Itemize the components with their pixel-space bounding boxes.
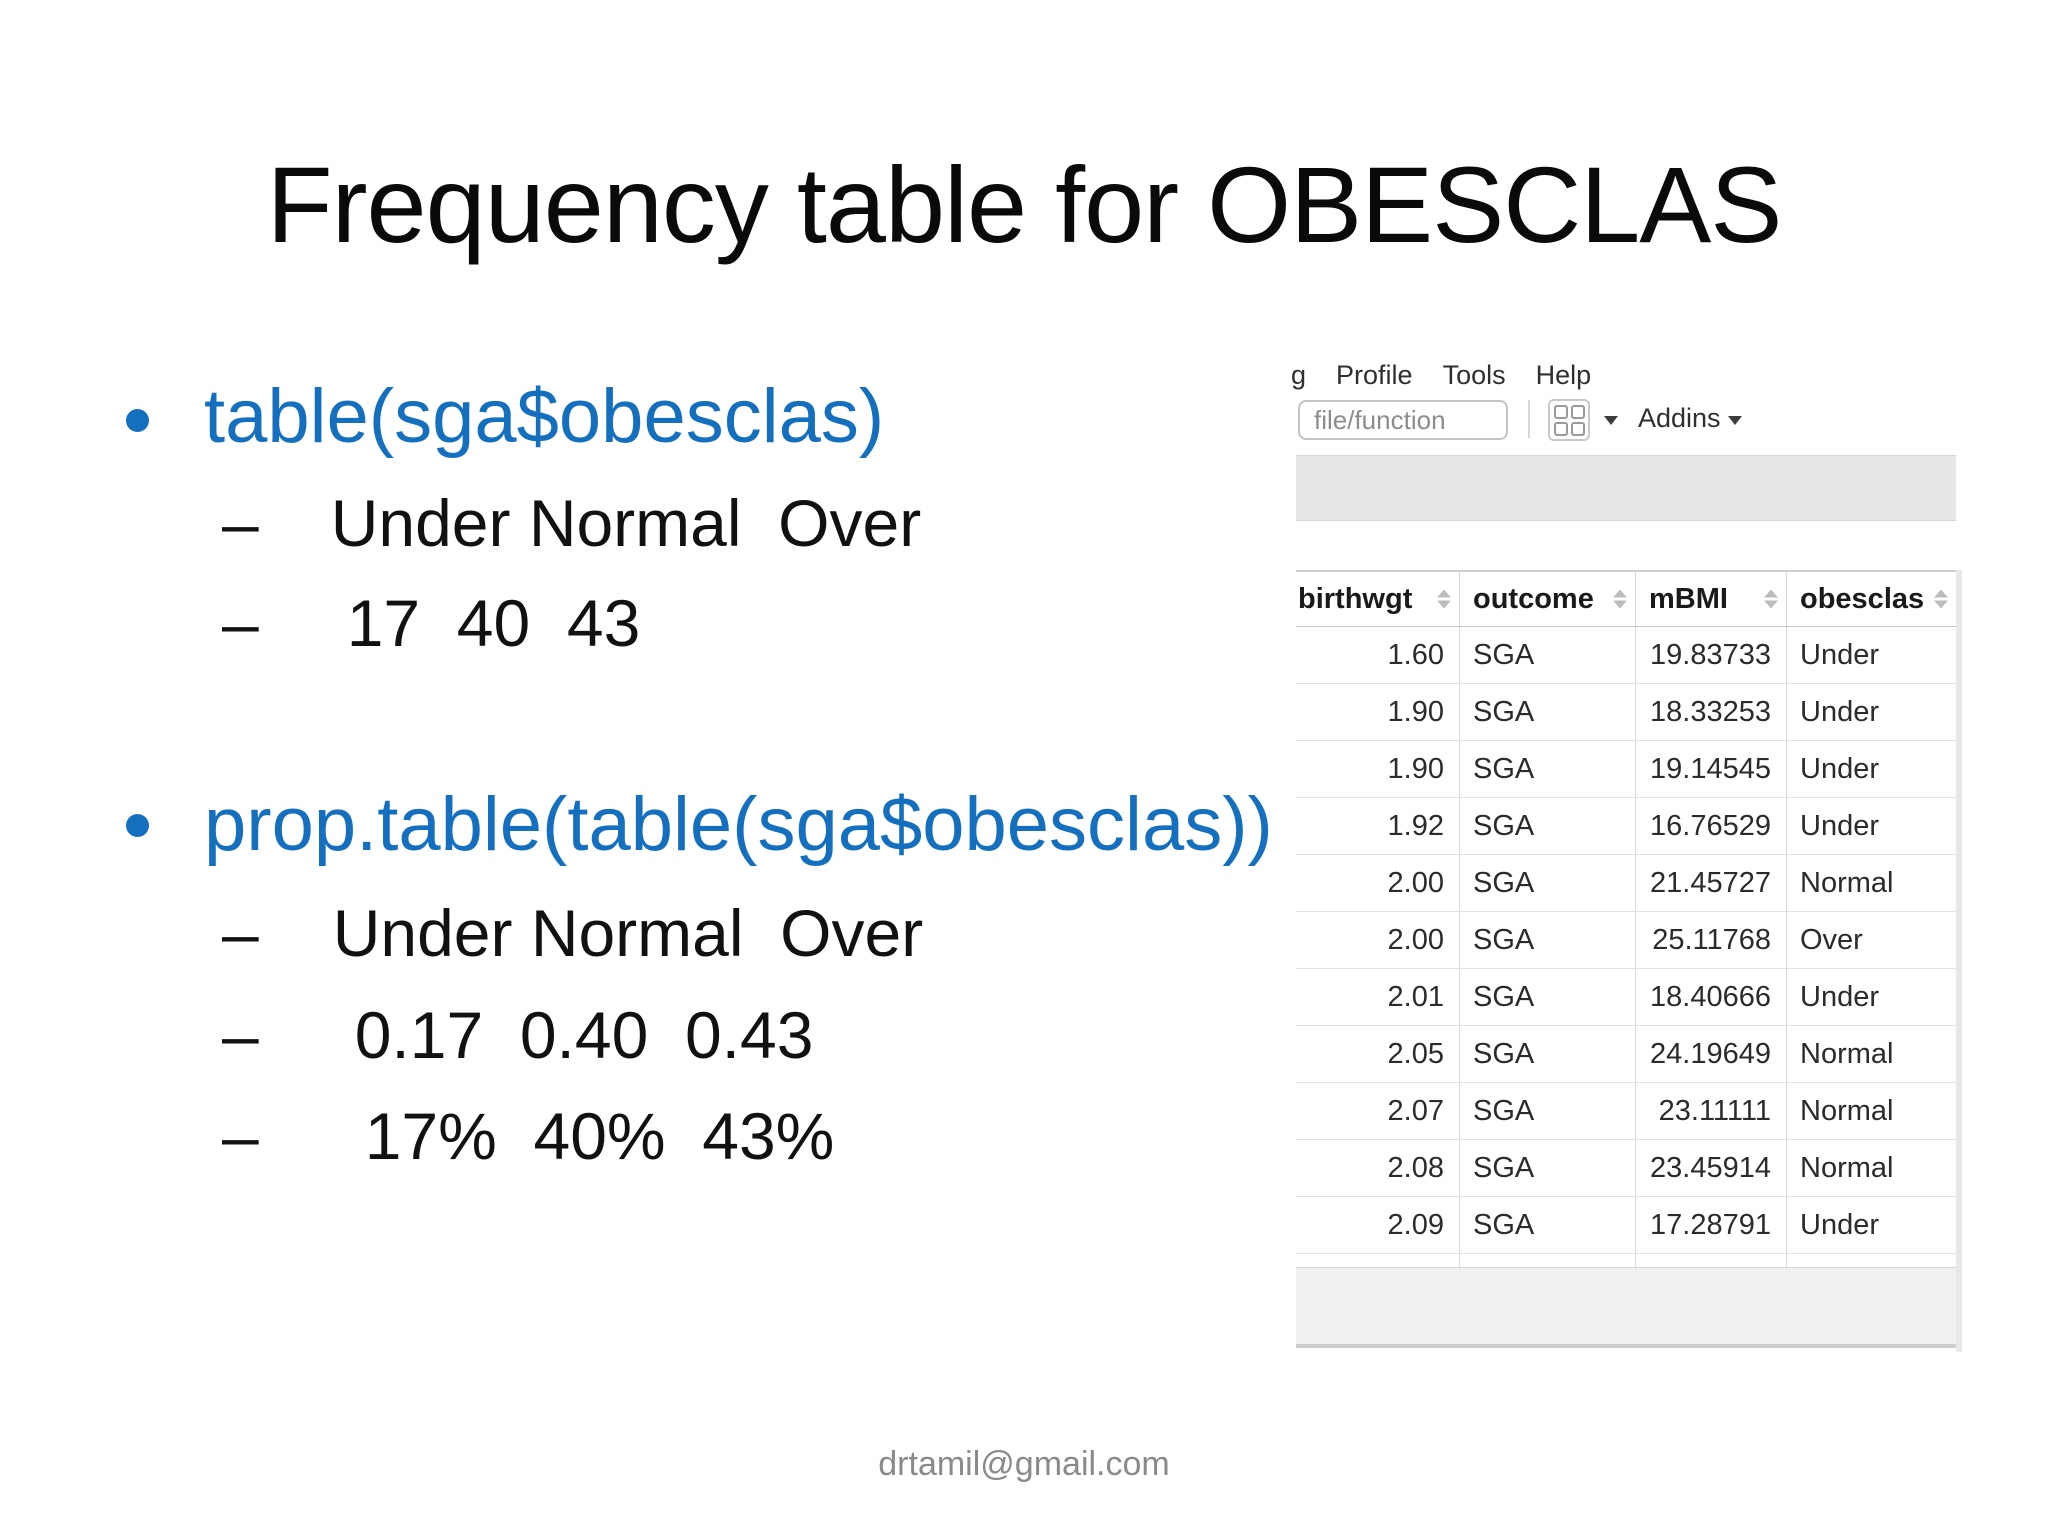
toolbar-separator — [1528, 400, 1530, 438]
column-header-mbmi[interactable]: mBMI — [1636, 572, 1787, 626]
rstudio-screenshot: g Profile Tools Help file/function Addin… — [1291, 350, 1962, 1352]
column-header-obesclas[interactable]: obesclas — [1787, 572, 1956, 626]
menu-item-tools[interactable]: Tools — [1442, 359, 1506, 390]
table-row: 2.08 SGA 23.45914 Normal — [1296, 1140, 1956, 1197]
partial-table-row — [1296, 1254, 1956, 1268]
dash-bullet: – — [222, 486, 259, 560]
output-line-labels-1: – Under Normal Over — [222, 486, 922, 560]
table-footer-bar — [1296, 1268, 1956, 1348]
r-code-bullet-1: table(sga$obesclas) — [204, 374, 885, 459]
table-row: 2.00 SGA 21.45727 Normal — [1296, 855, 1956, 912]
column-header-outcome[interactable]: outcome — [1460, 572, 1636, 626]
table-header-row: birthwgt outcome mBMI obesclas — [1296, 570, 1956, 627]
column-header-birthwgt[interactable]: birthwgt — [1296, 572, 1460, 626]
sort-arrows-icon — [1764, 589, 1778, 609]
table-row: 2.07 SGA 23.11111 Normal — [1296, 1083, 1956, 1140]
table-row: 1.90 SGA 18.33253 Under — [1296, 684, 1956, 741]
bullet-dot-icon — [126, 409, 149, 432]
menu-item-profile[interactable]: Profile — [1336, 359, 1413, 390]
pane-tab-strip — [1296, 455, 1956, 521]
addins-button[interactable]: Addins — [1638, 403, 1721, 433]
goto-file-function-input[interactable]: file/function — [1298, 400, 1508, 440]
dash-bullet: – — [222, 998, 259, 1072]
chevron-down-icon[interactable] — [1604, 416, 1618, 425]
table-row: 2.01 SGA 18.40666 Under — [1296, 969, 1956, 1026]
sort-arrows-icon — [1613, 589, 1627, 609]
menu-bar: g Profile Tools Help — [1291, 358, 1591, 392]
table-row: 1.92 SGA 16.76529 Under — [1296, 798, 1956, 855]
dash-bullet: – — [222, 586, 259, 660]
toolbar: file/function Addins — [1296, 398, 1956, 454]
output-line-percentages: –17% 40% 43% — [222, 1099, 835, 1173]
r-code-bullet-2: prop.table(table(sga$obesclas)) — [204, 782, 1273, 867]
table-row: 2.05 SGA 24.19649 Normal — [1296, 1026, 1956, 1083]
slide-title: Frequency table for OBESCLAS — [266, 144, 1783, 265]
bullet-dot-icon — [126, 814, 149, 837]
dash-bullet: – — [222, 896, 259, 970]
output-line-labels-2: – Under Normal Over — [222, 896, 924, 970]
menu-item-partial[interactable]: g — [1291, 359, 1307, 390]
menu-item-help[interactable]: Help — [1535, 359, 1592, 390]
sort-arrows-icon — [1934, 589, 1948, 609]
output-line-proportions: –0.17 0.40 0.43 — [222, 998, 814, 1072]
table-row: 1.60 SGA 19.83733 Under — [1296, 627, 1956, 684]
output-line-counts: –17 40 43 — [222, 586, 641, 660]
data-viewer-table: birthwgt outcome mBMI obesclas 1.60 SGA 19… — [1296, 570, 1956, 1348]
sort-arrows-icon — [1437, 589, 1451, 609]
table-row: 1.90 SGA 19.14545 Under — [1296, 741, 1956, 798]
table-row: 2.00 SGA 25.11768 Over — [1296, 912, 1956, 969]
panes-grid-icon[interactable] — [1548, 399, 1590, 441]
dash-bullet: – — [222, 1099, 259, 1173]
footer-email: drtamil@gmail.com — [878, 1445, 1170, 1483]
table-row: 2.09 SGA 17.28791 Under — [1296, 1197, 1956, 1254]
pane-edge-strip — [1956, 570, 1962, 1352]
chevron-down-icon[interactable] — [1728, 416, 1742, 425]
